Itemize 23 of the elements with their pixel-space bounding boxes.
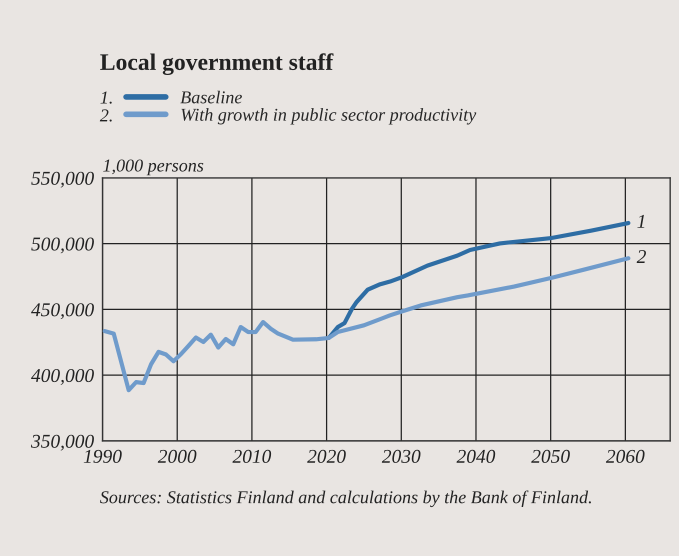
legend-label: With growth in public sector productivity bbox=[181, 108, 476, 125]
annotation: 1 bbox=[637, 214, 644, 228]
y-axis-title: 1,000 persons bbox=[103, 159, 204, 176]
x-tick-label: 2000 bbox=[158, 450, 196, 463]
annotation: 2 bbox=[636, 250, 646, 263]
x-tick-label: 2040 bbox=[456, 450, 496, 463]
chart-title: Local government staff bbox=[100, 53, 334, 76]
line-series bbox=[102, 256, 630, 392]
x-tick-label: 2050 bbox=[531, 450, 570, 463]
y-tick-label: 550,000 bbox=[31, 172, 94, 188]
x-tick-label: 2010 bbox=[232, 450, 272, 463]
x-tick-label: 2060 bbox=[606, 450, 645, 463]
text: 2. bbox=[100, 109, 112, 122]
y-tick-label: 450,000 bbox=[31, 303, 94, 320]
x-tick-label: 2030 bbox=[382, 450, 420, 463]
source-note: Sources: Statistics Finland and calculations by the Bank of Finland. bbox=[100, 490, 591, 508]
x-tick-label: 2020 bbox=[307, 450, 346, 463]
text: 1. bbox=[100, 92, 112, 104]
y-tick-label: 350,000 bbox=[30, 434, 94, 451]
y-tick-label: 500,000 bbox=[31, 237, 94, 254]
x-tick-label: 1990 bbox=[84, 450, 122, 463]
y-tick-label: 400,000 bbox=[31, 368, 94, 385]
legend-label: Baseline bbox=[180, 90, 242, 104]
